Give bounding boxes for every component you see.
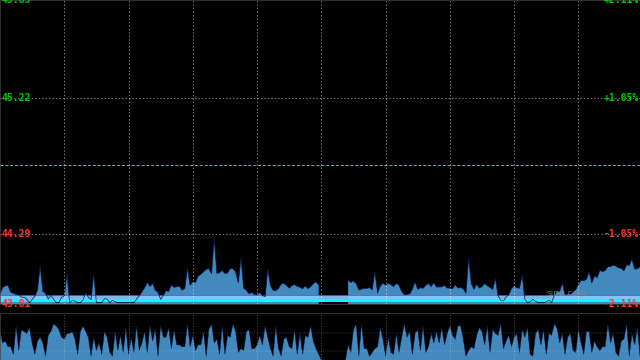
Bar xyxy=(0,295,640,296)
Bar xyxy=(0,296,640,299)
Bar xyxy=(0,299,640,302)
Text: -2.11%: -2.11% xyxy=(604,299,639,309)
Text: +1.05%: +1.05% xyxy=(604,93,639,103)
Text: 45.22: 45.22 xyxy=(1,93,31,103)
Text: +2.11%: +2.11% xyxy=(604,0,639,5)
Text: sina.com: sina.com xyxy=(546,289,587,298)
Text: 44.29: 44.29 xyxy=(1,229,31,239)
Text: 45.89: 45.89 xyxy=(1,0,31,5)
Text: -1.05%: -1.05% xyxy=(604,229,639,239)
Text: 43.81: 43.81 xyxy=(1,299,31,309)
